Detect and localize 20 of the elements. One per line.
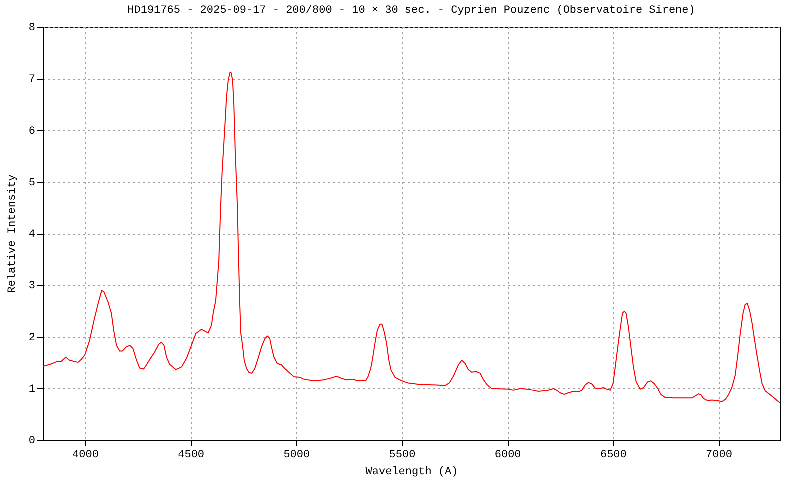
x-tick-label: 4000 — [72, 450, 99, 462]
x-tick-label: 6500 — [600, 450, 627, 462]
chart-title: HD191765 - 2025-09-17 - 200/800 - 10 × 30 sec. - Cyprien Pouzenc (Observatoire Sirene) — [128, 5, 696, 17]
y-tick-label: 7 — [28, 74, 36, 86]
y-tick-label: 1 — [28, 384, 36, 396]
x-tick-label: 5500 — [389, 450, 416, 462]
x-tick-label: 7000 — [706, 450, 732, 462]
x-tick-label: 6000 — [494, 450, 522, 462]
x-tick-label: 5000 — [284, 450, 310, 462]
x-axis-title: Wavelength (A) — [366, 466, 458, 478]
y-tick-label: 6 — [28, 126, 36, 138]
x-tick-label: 4500 — [178, 450, 205, 462]
y-tick-label: 3 — [28, 280, 36, 293]
line-series — [43, 72, 780, 404]
y-tick-label: 4 — [28, 229, 36, 241]
y-tick-label: 2 — [28, 332, 36, 344]
y-tick-label: 0 — [28, 436, 36, 448]
y-tick-label: 8 — [28, 22, 36, 34]
y-tick-label: 5 — [28, 177, 36, 190]
y-axis-title: Relative Intensity — [6, 174, 19, 294]
